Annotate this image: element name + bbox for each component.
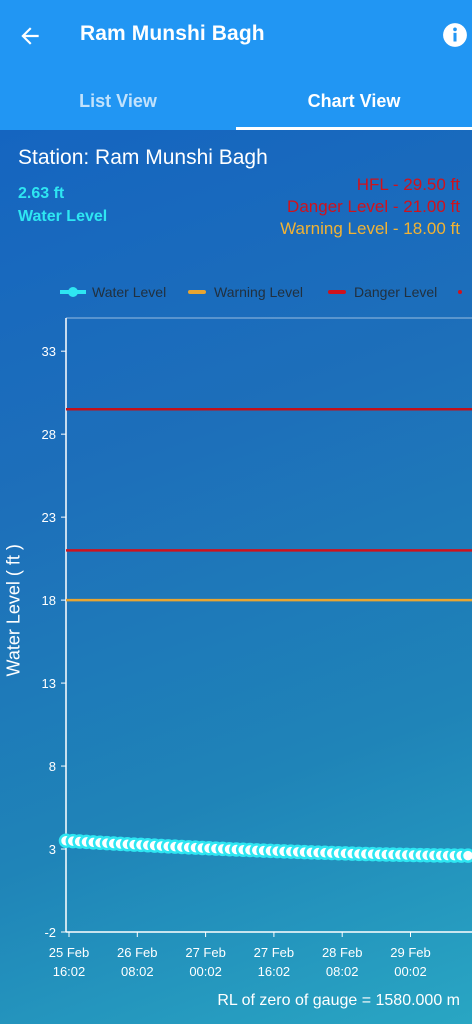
- y-tick-label: 3: [49, 842, 56, 857]
- x-tick-label: 08:02: [121, 964, 154, 979]
- arrow-back-icon: [21, 27, 39, 45]
- x-tick-label: 26 Feb: [117, 945, 157, 960]
- tab-list-view[interactable]: List View: [79, 90, 157, 111]
- water-level-point: [460, 848, 472, 863]
- x-tick-label: 00:02: [394, 964, 427, 979]
- x-tick-label: 00:02: [189, 964, 222, 979]
- legend-label-danger-level: Danger Level: [354, 284, 438, 300]
- y-tick-label: 18: [42, 593, 56, 608]
- x-tick-label: 27 Feb: [254, 945, 294, 960]
- legend-item-hfl[interactable]: [458, 282, 462, 302]
- app-bar: Ram Munshi Bagh: [0, 0, 472, 72]
- info-icon: [443, 23, 467, 47]
- x-tick-label: 16:02: [258, 964, 291, 979]
- page-title: Ram Munshi Bagh: [80, 22, 265, 45]
- info-button[interactable]: [440, 20, 470, 50]
- x-tick-label: 27 Feb: [185, 945, 225, 960]
- danger-level-legend-icon: [328, 290, 346, 294]
- water-level-legend-icon: [60, 287, 86, 297]
- tab-chart-view[interactable]: Chart View: [236, 72, 472, 130]
- chart-legend: Water Level Warning Level Danger Level: [60, 282, 472, 302]
- danger-level-text: Danger Level - 21.00 ft: [287, 197, 460, 216]
- x-tick-label: 08:02: [326, 964, 359, 979]
- legend-item-warning-level[interactable]: Warning Level: [188, 282, 303, 302]
- x-tick-label: 29 Feb: [390, 945, 430, 960]
- legend-item-danger-level[interactable]: Danger Level: [328, 282, 437, 302]
- chart-view-content: Station: Ram Munshi Bagh 2.63 ft Water L…: [0, 130, 472, 1024]
- legend-label-water-level: Water Level: [92, 284, 167, 300]
- y-tick-label: 23: [42, 510, 56, 525]
- y-tick-label: 28: [42, 427, 56, 442]
- water-level-chart: -2 3 8 13 18 23 28 33 25 Feb 16:02 26 Feb 08:02 27 F…: [42, 317, 472, 979]
- warning-level-legend-icon: [188, 290, 206, 294]
- station-name: Station: Ram Munshi Bagh: [18, 146, 268, 169]
- legend-label-warning-level: Warning Level: [214, 284, 303, 300]
- threshold-levels: HFL - 29.50 ft Danger Level - 21.00 ft W…: [280, 174, 460, 240]
- y-tick-label: -2: [44, 925, 56, 940]
- legend-item-water-level[interactable]: Water Level: [60, 282, 166, 302]
- y-tick-label: 33: [42, 344, 56, 359]
- x-tick-label: 16:02: [53, 964, 86, 979]
- hfl-text: HFL - 29.50 ft: [356, 175, 460, 194]
- gauge-rl-text: RL of zero of gauge = 1580.000 m: [217, 992, 460, 1009]
- warning-level-text: Warning Level - 18.00 ft: [280, 219, 460, 238]
- x-tick-label: 28 Feb: [322, 945, 362, 960]
- water-level-label: Water Level: [18, 208, 108, 225]
- back-button[interactable]: [10, 16, 50, 56]
- y-tick-label: 13: [42, 676, 56, 691]
- y-tick-label: 8: [49, 759, 56, 774]
- x-tick-label: 25 Feb: [49, 945, 89, 960]
- water-level-value: 2.63 ft: [18, 185, 65, 202]
- hfl-legend-icon: [458, 290, 462, 294]
- view-tabs: List View Chart View: [0, 72, 472, 130]
- y-axis-label: Water Level ( ft ): [3, 544, 24, 677]
